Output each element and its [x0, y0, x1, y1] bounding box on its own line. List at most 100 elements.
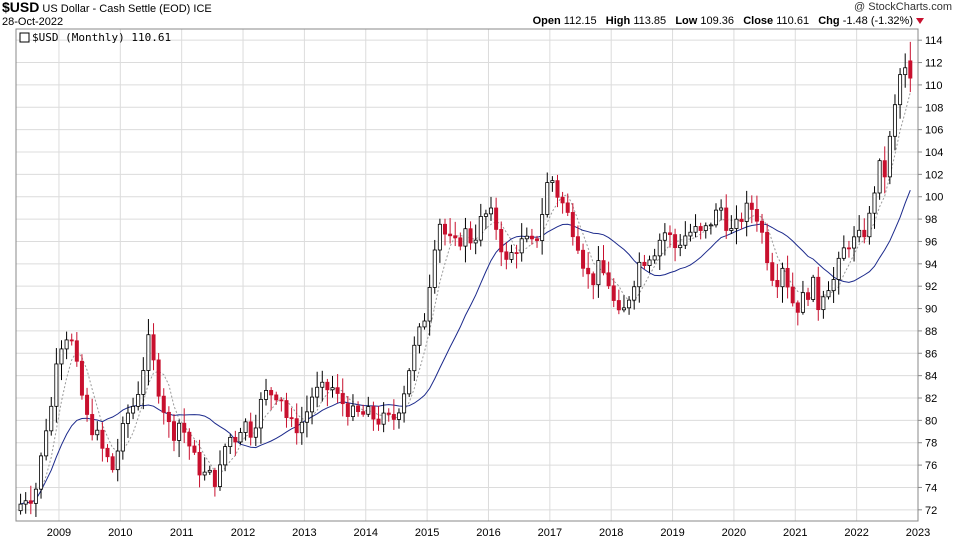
low-label: Low	[675, 15, 698, 27]
candle-body	[708, 224, 713, 227]
candle-body	[233, 436, 238, 443]
candle-body	[800, 292, 805, 313]
candle-body	[146, 334, 151, 371]
candle-body	[253, 427, 258, 438]
x-tick-label: 2021	[783, 527, 807, 539]
candle-body	[376, 418, 381, 425]
candle-body	[422, 320, 427, 328]
candle-body	[437, 223, 442, 251]
x-tick-label: 2020	[722, 527, 746, 539]
candle-body	[581, 249, 586, 269]
candle-body	[69, 339, 74, 342]
close-label: Close	[743, 15, 774, 27]
candle-body	[775, 280, 780, 288]
watermark: @ StockCharts.com	[854, 1, 952, 13]
candle-body	[734, 218, 739, 229]
candle-body	[238, 432, 243, 443]
candle-body	[468, 228, 473, 244]
candle-body	[391, 414, 396, 420]
close-value: 110.61	[776, 15, 810, 27]
candle-body	[703, 225, 708, 231]
candle-body	[182, 422, 187, 433]
candle-body	[279, 399, 284, 402]
candle-body	[223, 446, 228, 466]
candle-body	[396, 412, 401, 420]
x-tick-label: 2015	[415, 527, 439, 539]
x-tick-label: 2014	[354, 527, 378, 539]
candle-body	[698, 226, 703, 231]
candle-body	[846, 247, 851, 250]
candle-body	[836, 257, 841, 280]
candle-body	[591, 273, 596, 286]
chg-label: Chg	[818, 15, 840, 27]
candle-body	[857, 229, 862, 238]
candle-body	[120, 423, 125, 452]
candle-body	[453, 235, 458, 239]
candle-body	[744, 202, 749, 222]
candle-body	[427, 287, 432, 322]
candle-body	[882, 160, 887, 178]
candle-body	[381, 412, 386, 425]
candle-body	[903, 67, 908, 76]
y-tick-label: 86	[925, 348, 937, 360]
candle-body	[478, 216, 483, 241]
candle-body	[816, 276, 821, 311]
y-tick-label: 94	[925, 259, 937, 271]
candle-body	[545, 182, 550, 215]
candle-body	[892, 104, 897, 137]
candle-body	[299, 421, 304, 434]
candle-body	[826, 290, 831, 298]
candle-body	[156, 359, 161, 397]
candle-body	[330, 387, 335, 391]
candle-body	[125, 412, 130, 424]
candle-body	[248, 421, 253, 438]
candle-body	[719, 207, 724, 211]
candle-body	[785, 267, 790, 288]
candle-body	[310, 396, 315, 413]
candle-body	[39, 455, 44, 490]
x-tick-label: 2012	[231, 527, 255, 539]
candle-body	[197, 451, 202, 476]
candle-body	[177, 422, 182, 441]
candle-body	[560, 196, 565, 204]
x-tick-label: 2018	[599, 527, 623, 539]
x-tick-label: 2010	[108, 527, 132, 539]
candle-body	[141, 370, 146, 395]
candle-body	[642, 261, 647, 266]
candle-body	[264, 390, 269, 400]
candle-body	[151, 334, 156, 361]
candle-body	[627, 299, 632, 309]
candle-body	[867, 212, 872, 238]
candle-body	[616, 300, 621, 311]
candle-body	[504, 251, 509, 260]
candle-body	[442, 223, 447, 235]
candle-body	[412, 344, 417, 372]
candle-body	[386, 412, 391, 415]
legend: $USD (Monthly) 110.61	[19, 31, 171, 44]
candle-body	[662, 232, 667, 241]
instrument-name: US Dollar - Cash Settle (EOD)	[42, 3, 191, 15]
candle-body	[110, 456, 115, 471]
candle-body	[586, 267, 591, 275]
candle-body	[565, 202, 570, 213]
x-axis: 2009 2010 2011 2012 2013 2014 2015 2016 2017 2018…	[47, 527, 931, 539]
plot-frame	[15, 28, 919, 522]
candle-body	[483, 213, 488, 217]
candle-body	[289, 417, 294, 420]
y-tick-label: 110	[925, 80, 943, 92]
y-tick-label: 106	[925, 125, 943, 137]
candle-body	[74, 340, 79, 362]
candle-body	[754, 209, 759, 222]
exchange: ICE	[193, 3, 212, 15]
candle-body	[887, 135, 892, 178]
candle-body	[714, 209, 718, 226]
candle-body	[64, 339, 69, 350]
candle-body	[166, 411, 171, 423]
candle-body	[555, 180, 560, 198]
y-tick-label: 90	[925, 304, 937, 316]
candle-body	[524, 235, 529, 240]
candle-body	[345, 403, 350, 417]
candle-body	[790, 286, 795, 304]
y-tick-label: 112	[925, 58, 943, 70]
